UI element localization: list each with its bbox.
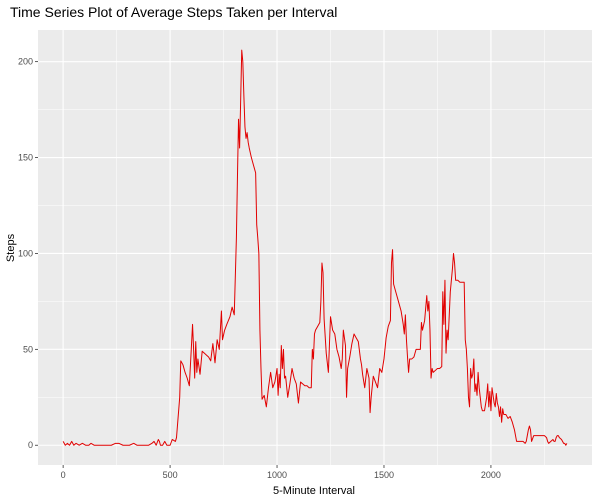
x-tick-label: 0 — [61, 470, 66, 480]
y-axis-title: Steps — [5, 233, 17, 262]
x-axis: 0 500 1000 1500 2000 — [61, 465, 501, 480]
x-tick-label: 2000 — [481, 470, 501, 480]
chart-title: Time Series Plot of Average Steps Taken … — [10, 4, 337, 20]
minor-gridlines — [38, 30, 592, 465]
x-tick-label: 1500 — [374, 470, 394, 480]
y-tick-label: 50 — [23, 344, 33, 354]
y-tick-label: 200 — [18, 57, 33, 67]
plot-panel — [38, 30, 592, 465]
y-axis: 0 50 100 150 200 — [18, 57, 38, 450]
y-tick-label: 150 — [18, 153, 33, 163]
x-axis-title: 5-Minute Interval — [273, 485, 355, 497]
series-line-1 — [62, 49, 568, 446]
major-gridlines — [38, 30, 592, 465]
series-layer — [62, 49, 568, 446]
x-tick-label: 500 — [163, 470, 178, 480]
x-tick-label: 1000 — [267, 470, 287, 480]
y-tick-label: 100 — [18, 248, 33, 258]
y-tick-label: 0 — [28, 440, 33, 450]
